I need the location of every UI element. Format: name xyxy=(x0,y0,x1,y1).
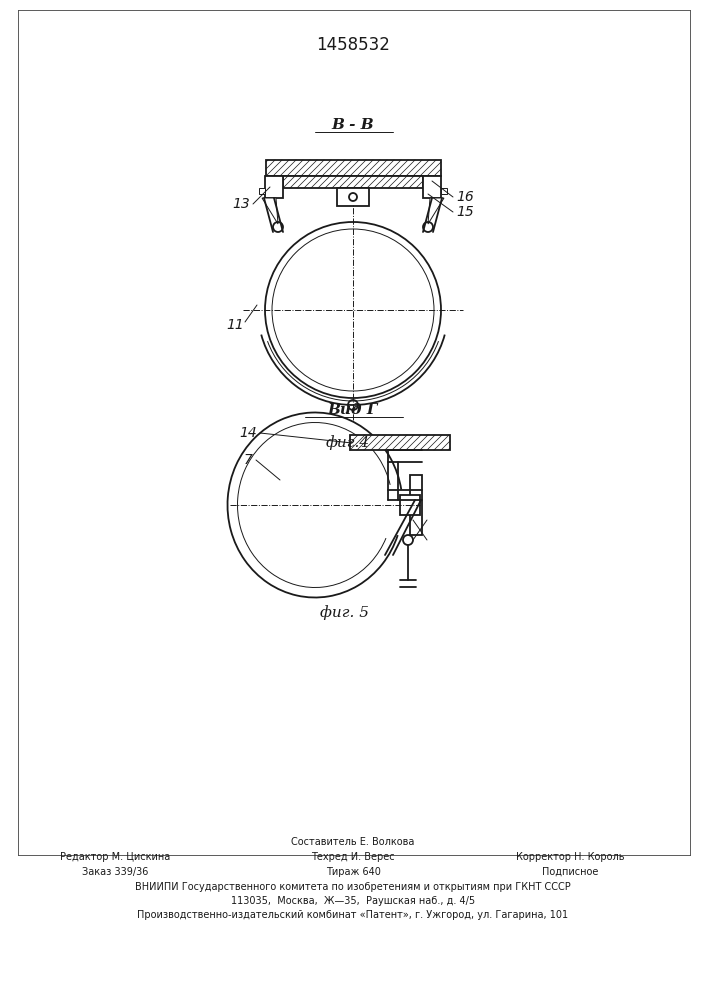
Text: Подписное: Подписное xyxy=(542,867,598,877)
Bar xyxy=(441,188,447,194)
Text: 1458532: 1458532 xyxy=(316,36,390,54)
Bar xyxy=(265,176,283,198)
Text: Редактор М. Цискина: Редактор М. Цискина xyxy=(60,852,170,862)
Text: фиг. 5: фиг. 5 xyxy=(320,606,370,620)
Polygon shape xyxy=(428,198,444,224)
Text: В - В: В - В xyxy=(332,118,374,132)
Text: Корректор Н. Король: Корректор Н. Король xyxy=(515,852,624,862)
Text: Техред И. Верес: Техред И. Верес xyxy=(311,852,395,862)
Text: Производственно-издательский комбинат «Патент», г. Ужгород, ул. Гагарина, 101: Производственно-издательский комбинат «П… xyxy=(137,910,568,920)
Bar xyxy=(410,475,422,535)
Text: ВНИИПИ Государственного комитета по изобретениям и открытиям при ГКНТ СССР: ВНИИПИ Государственного комитета по изоб… xyxy=(135,882,571,892)
Text: фиг.4: фиг.4 xyxy=(326,436,370,450)
Text: 7: 7 xyxy=(244,453,252,467)
Polygon shape xyxy=(262,198,278,224)
Text: 15: 15 xyxy=(456,205,474,219)
Bar xyxy=(350,435,450,450)
Text: Заказ 339/36: Заказ 339/36 xyxy=(82,867,148,877)
Text: 11: 11 xyxy=(226,318,244,332)
Bar xyxy=(423,176,441,198)
Bar xyxy=(259,188,265,194)
Bar xyxy=(266,160,441,176)
Text: Тираж 640: Тираж 640 xyxy=(325,867,380,877)
Bar xyxy=(337,188,369,206)
Bar xyxy=(283,176,423,188)
Text: 14: 14 xyxy=(239,426,257,440)
Text: 113035,  Москва,  Ж—35,  Раушская наб., д. 4/5: 113035, Москва, Ж—35, Раушская наб., д. … xyxy=(231,896,475,906)
Text: Вид Г: Вид Г xyxy=(328,403,378,417)
Bar xyxy=(400,495,420,515)
Text: 16: 16 xyxy=(456,190,474,204)
Text: Составитель Е. Волкова: Составитель Е. Волкова xyxy=(291,837,415,847)
Text: 13: 13 xyxy=(232,197,250,211)
